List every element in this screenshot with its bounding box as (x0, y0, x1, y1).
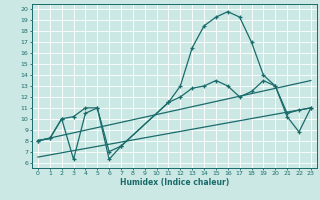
X-axis label: Humidex (Indice chaleur): Humidex (Indice chaleur) (120, 178, 229, 187)
